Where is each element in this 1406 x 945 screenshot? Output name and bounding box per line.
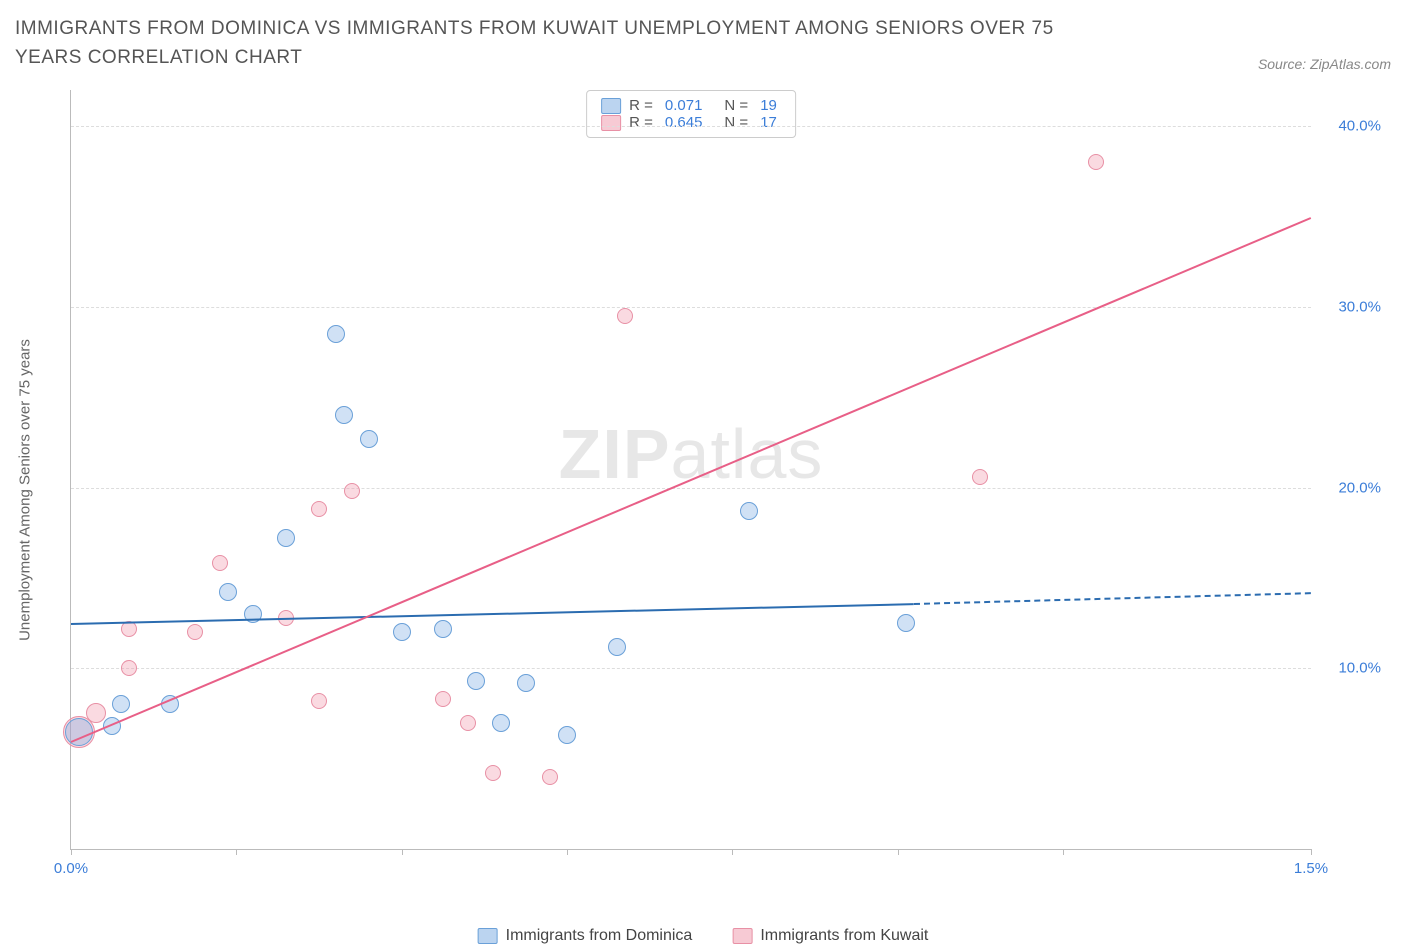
x-tick [71,849,72,855]
point-kuwait [460,715,476,731]
chart-title: IMMIGRANTS FROM DOMINICA VS IMMIGRANTS F… [15,15,1115,72]
r-label: R = [629,97,653,114]
source-attribution: Source: ZipAtlas.com [1258,56,1391,72]
n-label: N = [724,97,748,114]
point-kuwait [121,660,137,676]
point-kuwait [485,765,501,781]
point-dominica [219,583,237,601]
point-kuwait [542,769,558,785]
point-dominica [608,638,626,656]
x-tick-label: 0.0% [54,860,88,877]
trend-line-kuwait [71,217,1312,743]
x-tick [1311,849,1312,855]
point-dominica [360,430,378,448]
point-kuwait [311,501,327,517]
legend-swatch [478,928,498,944]
watermark: ZIPatlas [559,414,824,494]
r-value: 0.071 [665,97,703,114]
n-value: 19 [760,97,777,114]
point-dominica [65,718,93,746]
gridline [71,488,1311,489]
point-dominica [897,614,915,632]
x-tick [898,849,899,855]
trend-line-dominica-extrapolation [914,592,1311,605]
r-value: 0.645 [665,114,703,131]
y-axis-label: Unemployment Among Seniors over 75 years [17,339,34,641]
n-value: 17 [760,114,777,131]
gridline [71,307,1311,308]
plot-area: ZIPatlas R =0.071N =19R =0.645N =17 10.0… [70,90,1311,850]
y-tick-label: 40.0% [1338,118,1381,135]
point-dominica [558,726,576,744]
stats-legend: R = 0.071 N = 19 R = 0.645 N = 17 [586,90,796,138]
point-dominica [492,714,510,732]
n-label: N = [724,114,748,131]
gridline [71,126,1311,127]
point-dominica [517,674,535,692]
point-kuwait [972,469,988,485]
x-tick-label: 1.5% [1294,860,1328,877]
point-kuwait [311,693,327,709]
point-kuwait [212,555,228,571]
stats-legend-row: R = 0.071 N = 19 [601,97,781,114]
r-label: R = [629,114,653,131]
point-dominica [327,325,345,343]
point-kuwait [187,624,203,640]
y-tick-label: 10.0% [1338,660,1381,677]
point-dominica [277,529,295,547]
point-dominica [335,406,353,424]
gridline [71,668,1311,669]
point-dominica [393,623,411,641]
point-dominica [467,672,485,690]
legend-swatch [732,928,752,944]
point-kuwait [344,483,360,499]
y-tick-label: 20.0% [1338,479,1381,496]
point-dominica [740,502,758,520]
stats-legend-row: R = 0.645 N = 17 [601,114,781,131]
point-kuwait [435,691,451,707]
chart-container: Unemployment Among Seniors over 75 years… [15,80,1391,900]
x-tick [1063,849,1064,855]
point-dominica [112,695,130,713]
x-tick [567,849,568,855]
x-tick [236,849,237,855]
x-tick [402,849,403,855]
trend-line-dominica [71,603,914,625]
y-tick-label: 30.0% [1338,298,1381,315]
point-dominica [434,620,452,638]
point-kuwait [1088,154,1104,170]
point-kuwait [617,308,633,324]
legend-swatch [601,115,621,131]
x-tick [732,849,733,855]
legend-swatch [601,98,621,114]
